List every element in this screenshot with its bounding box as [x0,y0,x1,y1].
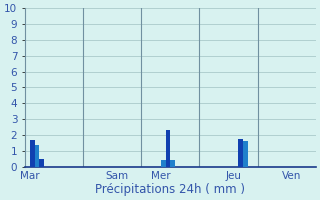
Bar [39,159,44,167]
Bar [35,145,39,167]
Bar [30,140,35,167]
Bar [161,160,165,167]
Bar [238,139,243,167]
Bar [243,141,248,167]
Bar [170,160,175,167]
Bar [165,130,170,167]
X-axis label: Précipitations 24h ( mm ): Précipitations 24h ( mm ) [95,183,245,196]
